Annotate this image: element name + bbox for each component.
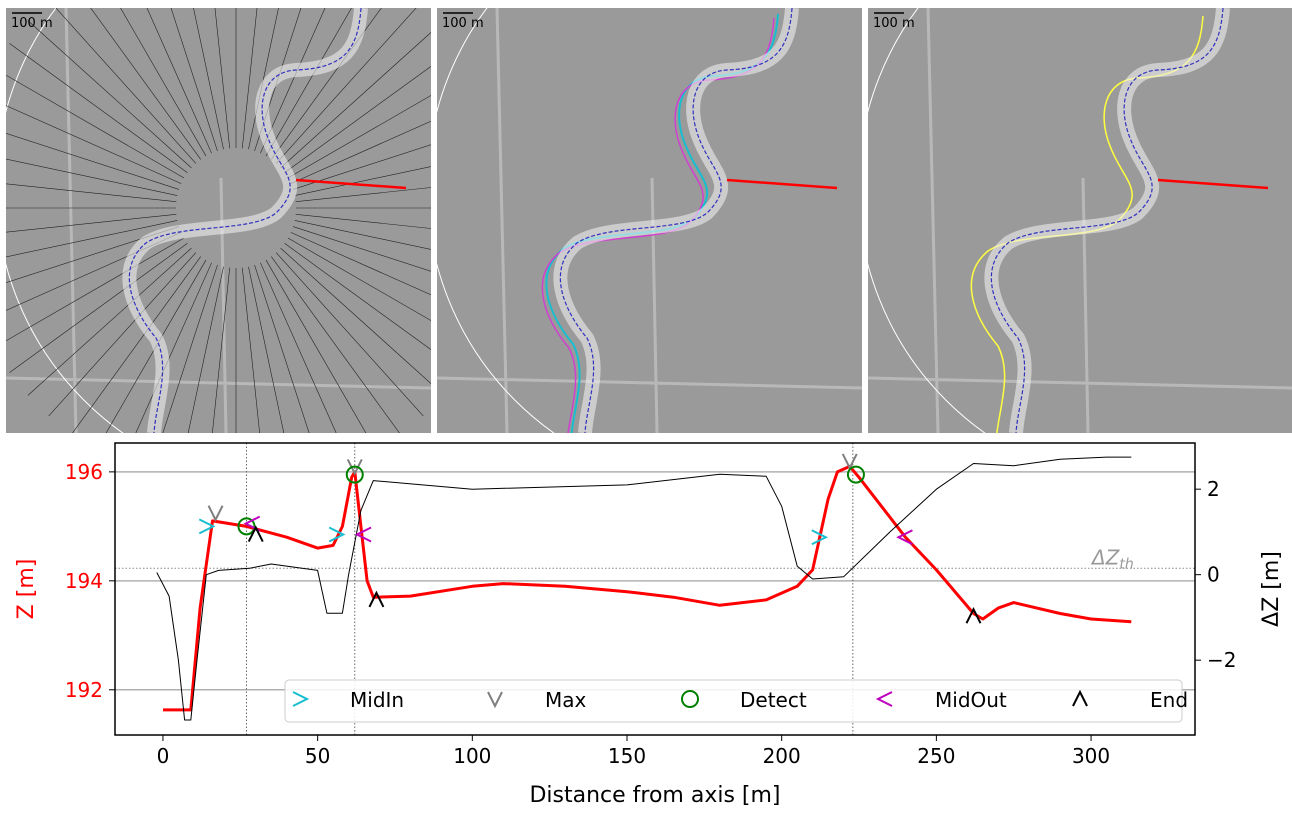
- marker: [209, 506, 223, 520]
- x-tick-label: 150: [608, 744, 646, 768]
- x-tick-label: 250: [917, 744, 955, 768]
- x-tick-label: 300: [1072, 744, 1110, 768]
- y2-axis-label: ΔZ [m]: [1259, 551, 1284, 627]
- y-tick-label: 192: [65, 678, 103, 702]
- scale-label: 100 m: [11, 16, 53, 31]
- y2-tick-label: 2: [1207, 477, 1220, 501]
- marker: [357, 528, 371, 542]
- scale-label: 100 m: [873, 16, 915, 31]
- map-panel: 100 m: [858, 0, 1292, 488]
- legend-label: Max: [545, 688, 587, 712]
- profile-line: [163, 466, 1131, 710]
- scale-label: 100 m: [442, 16, 484, 31]
- x-tick-label: 200: [763, 744, 801, 768]
- y2-tick-label: −2: [1207, 648, 1236, 672]
- x-tick-label: 50: [305, 744, 330, 768]
- profile-chart: 192 194 196 −2 0 2 0 50 100 150 200 250 300 ΔZth MidIn…: [14, 443, 1284, 808]
- threshold-main: ΔZ: [1090, 545, 1121, 569]
- x-tick-label: 0: [157, 744, 170, 768]
- y2-tick-label: 0: [1207, 563, 1220, 587]
- y-tick-label: 194: [65, 569, 103, 593]
- threshold-label: ΔZth: [1090, 545, 1134, 572]
- legend-label: End: [1150, 688, 1188, 712]
- legend-label: MidOut: [935, 688, 1007, 712]
- legend-label: MidIn: [350, 688, 404, 712]
- legend-label: Detect: [740, 688, 807, 712]
- x-tick-label: 100: [453, 744, 491, 768]
- x-axis-label: Distance from axis [m]: [529, 783, 780, 808]
- map-panels: 100 m 100 m 100 m: [0, 0, 1292, 488]
- legend-box: [285, 680, 1182, 722]
- legend: MidIn Max Detect MidOut End: [285, 680, 1188, 722]
- y-axis-label: Z [m]: [14, 559, 39, 620]
- y-tick-label: 196: [65, 460, 103, 484]
- threshold-sub: th: [1119, 556, 1133, 572]
- figure: 100 m 100 m 100 m 192 194 196 −2 0 2 0 50 100 150 20…: [0, 0, 1292, 809]
